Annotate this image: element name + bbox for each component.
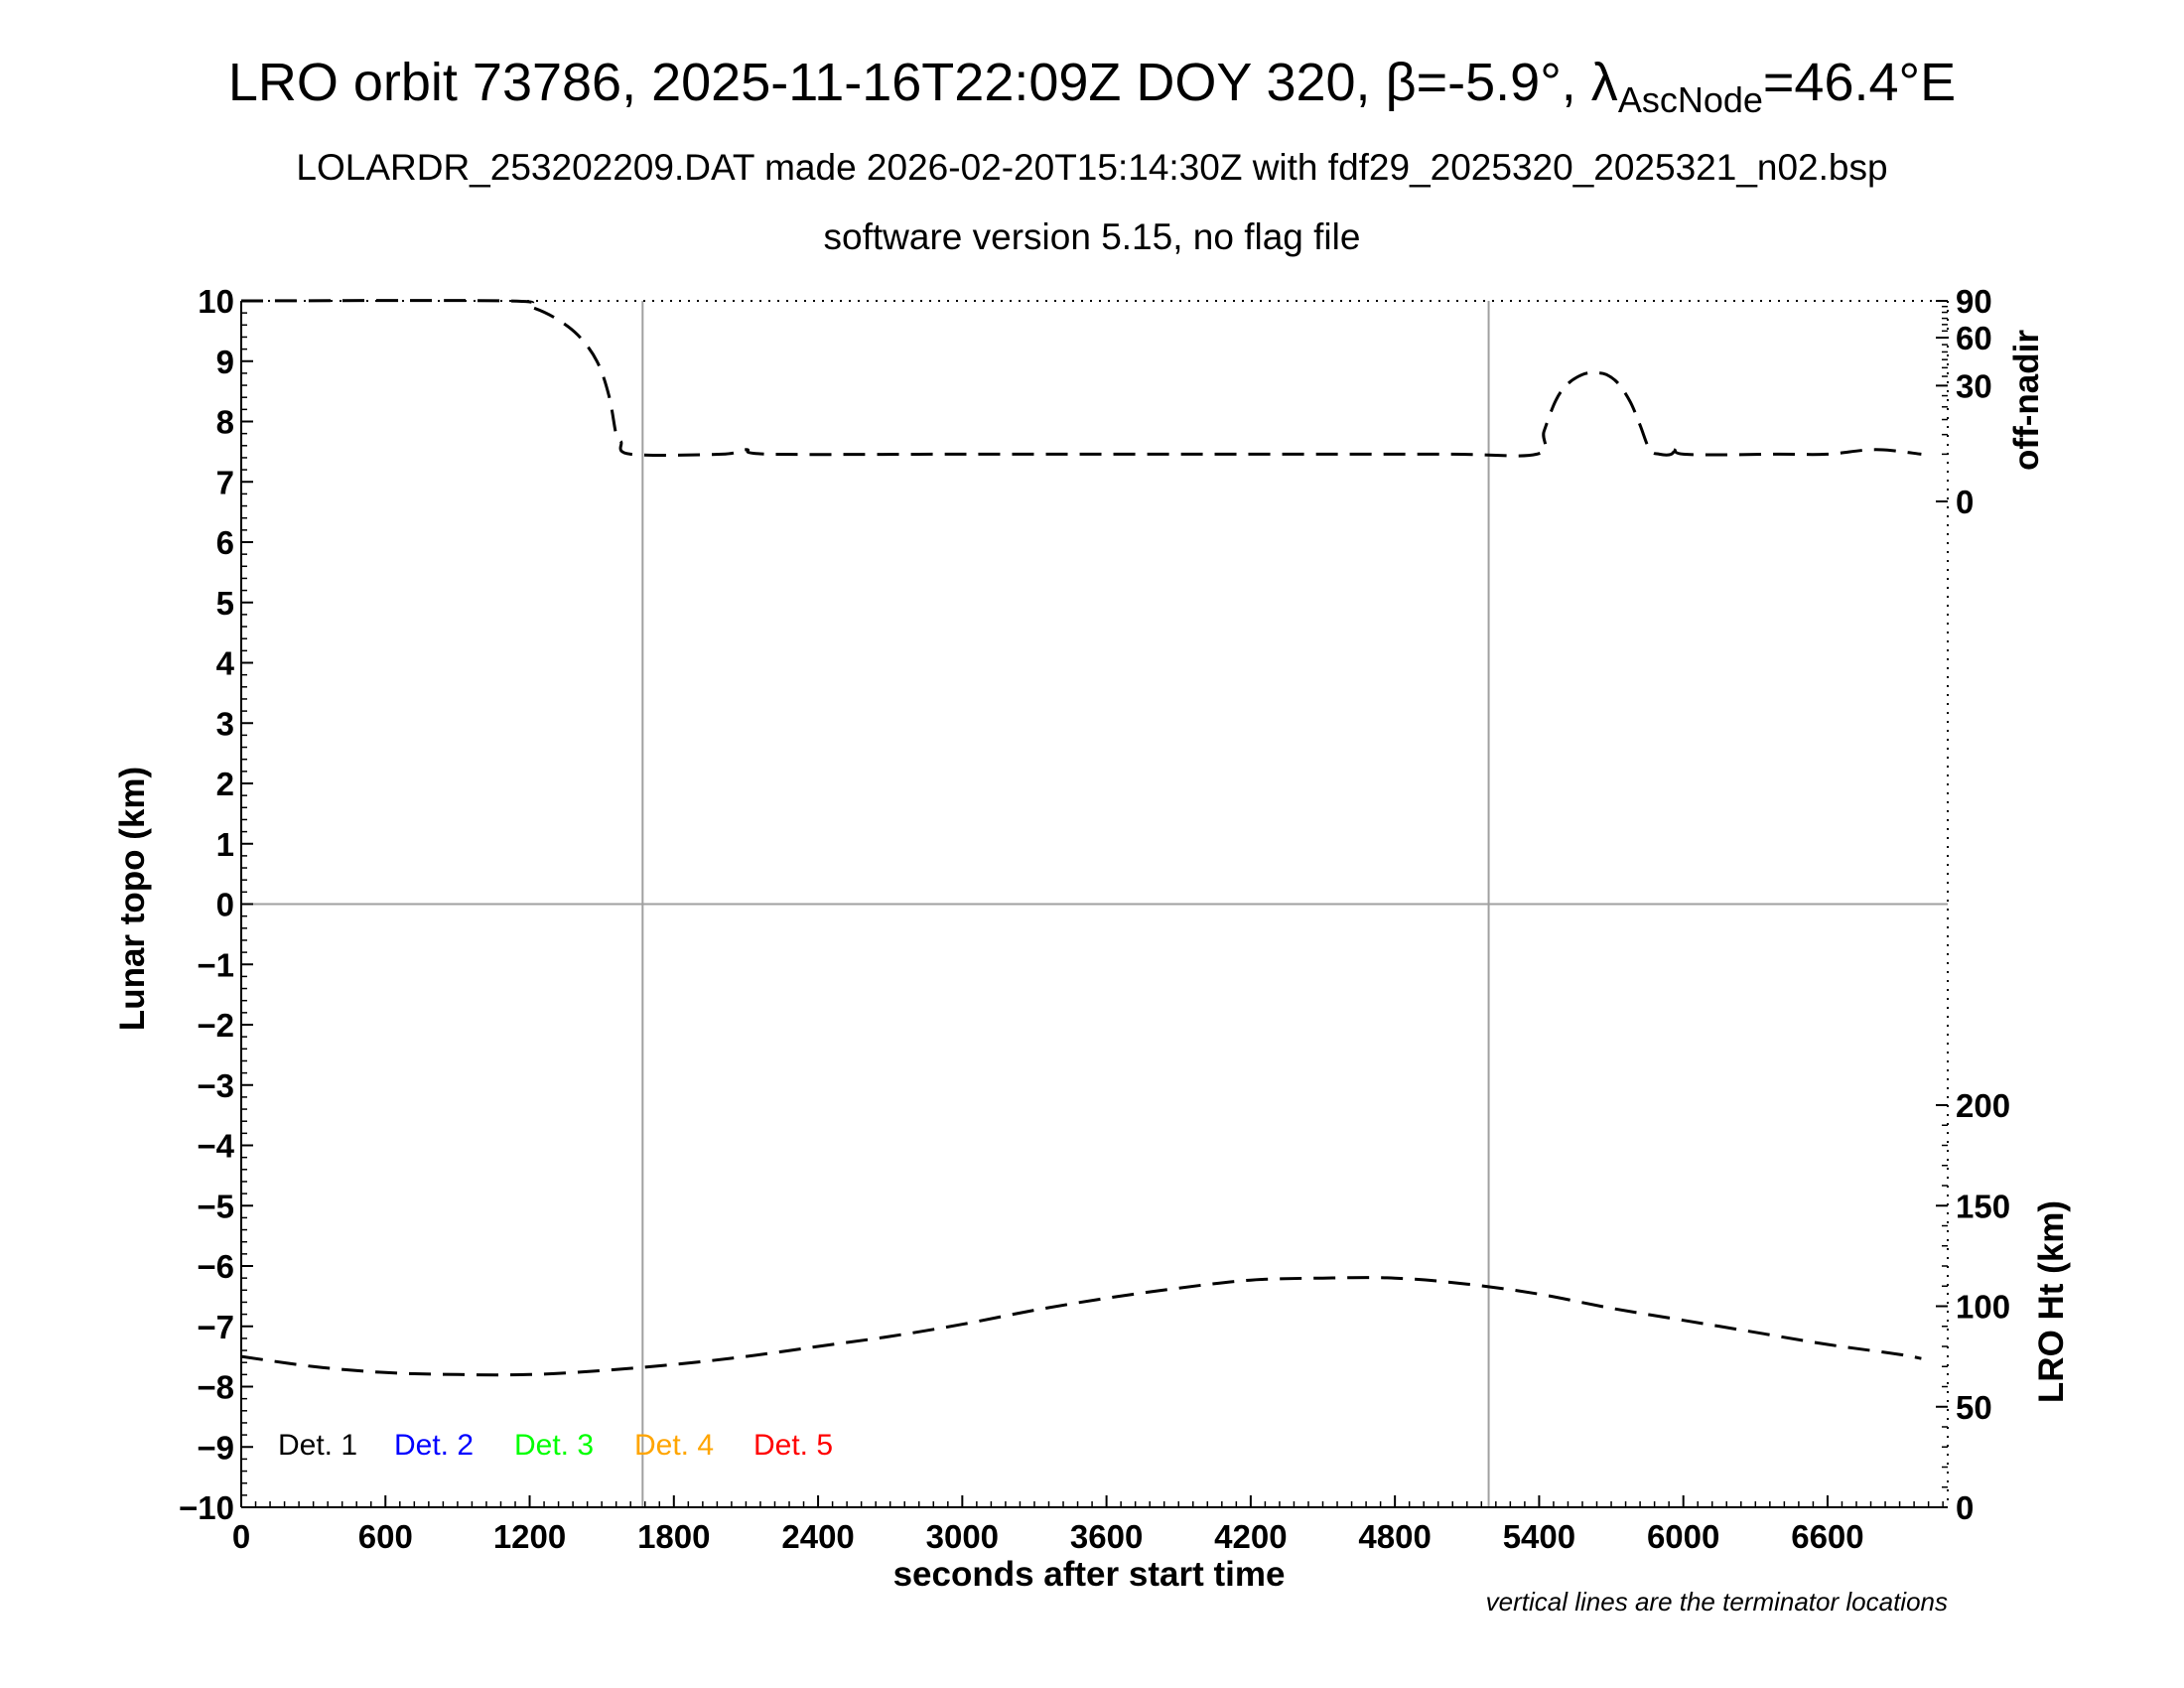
y-tick-label: −9 [197,1429,234,1466]
lro-height-tick-label: 100 [1956,1289,2010,1326]
x-tick-label: 2400 [781,1518,854,1555]
lro-height-axis-title: LRO Ht (km) [2032,1200,2071,1403]
title-suffix: =46.4°E [1762,53,1957,112]
x-tick-label: 5400 [1503,1518,1575,1555]
lro-height-tick-label: 50 [1956,1389,1992,1426]
terminator-note: vertical lines are the terminator locati… [1486,1587,1948,1617]
x-tick-label: 4200 [1214,1518,1287,1555]
off-nadir-tick-label: 90 [1956,283,1992,320]
y-tick-label: 0 [216,887,234,923]
lro-height-tick-label: 200 [1956,1087,2010,1124]
chart-subtitle-version: software version 5.15, no flag file [823,216,1361,257]
legend-entry-det-5: Det. 5 [753,1429,833,1462]
x-tick-label: 3000 [926,1518,999,1555]
x-tick-label: 0 [232,1518,250,1555]
y-axis-title: Lunar topo (km) [113,767,152,1031]
legend-entry-det-4: Det. 4 [634,1429,714,1462]
y-tick-label: 8 [216,404,234,441]
y-tick-label: −10 [179,1489,234,1526]
terminator-lines [241,301,1948,1507]
y-tick-label: −8 [197,1369,234,1406]
x-tick-label: 1800 [637,1518,710,1555]
off-nadir-tick-label: 30 [1956,367,1992,404]
chart-subtitle-file: LOLARDR_253202209.DAT made 2026-02-20T15… [296,147,1888,188]
off-nadir-axis-title: off-nadir [2007,330,2046,471]
title-prefix: LRO orbit 73786, 2025-11-16T22:09Z DOY 3… [227,53,1618,112]
y-tick-label: −1 [197,946,234,983]
y-tick-label: 3 [216,705,234,742]
series-layer [240,299,1922,1377]
legend: Det. 1 Det. 2 Det. 3 Det. 4 Det. 5 [278,1429,833,1462]
y-tick-label: −6 [197,1248,234,1285]
y-tick-label: −5 [197,1188,234,1224]
off-nadir-series-line [240,299,1922,458]
off-nadir-tick-label: 60 [1956,320,1992,356]
y-tick-label: −3 [197,1067,234,1104]
off-nadir-tick-label: 0 [1956,484,1974,520]
legend-entry-det-1: Det. 1 [278,1429,357,1462]
x-axis-title: seconds after start time [893,1555,1286,1594]
chart-title: LRO orbit 73786, 2025-11-16T22:09Z DOY 3… [0,52,2184,121]
axis-title-layer: seconds after start time Lunar topo (km)… [113,330,2071,1617]
y-tick-label: 10 [198,283,234,320]
y-tick-label: 9 [216,344,234,380]
y-tick-label: 5 [216,585,234,622]
y-tick-label: 4 [216,645,235,682]
legend-entry-det-3: Det. 3 [514,1429,594,1462]
x-tick-label: 3600 [1070,1518,1143,1555]
x-tick-label: 6600 [1791,1518,1863,1555]
y-tick-label: −2 [197,1007,234,1044]
x-tick-label: 4800 [1358,1518,1431,1555]
lro-height-series-line [240,1276,1922,1377]
y-tick-label: −7 [197,1309,234,1345]
y-tick-label: 7 [216,464,234,500]
y-tick-label: −4 [197,1128,234,1165]
title-subscript: AscNode [1617,79,1763,120]
lro-height-tick-label: 150 [1956,1188,2010,1224]
lro-height-tick-label: 0 [1956,1489,1974,1526]
tick-layer [240,300,1948,1508]
x-tick-label: 600 [358,1518,413,1555]
legend-entry-det-2: Det. 2 [394,1429,474,1462]
y-tick-label: 1 [216,826,234,863]
y-tick-label: 2 [216,766,234,802]
x-tick-label: 6000 [1647,1518,1719,1555]
y-tick-label: 6 [216,524,234,561]
x-tick-label: 1200 [493,1518,566,1555]
